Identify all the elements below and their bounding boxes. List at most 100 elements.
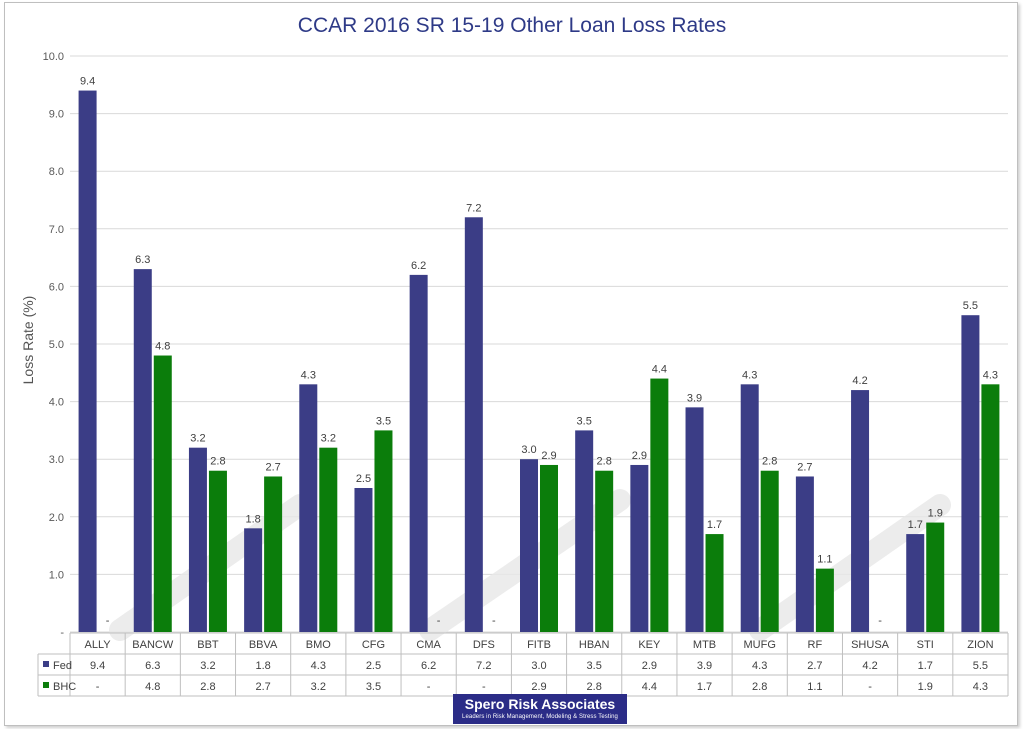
data-label: - [492, 615, 496, 627]
data-label: 3.5 [577, 415, 592, 427]
table-cell: - [868, 681, 872, 693]
y-axis: - 1.0 2.0 3.0 4.0 5.0 6.0 7.0 8.0 9.0 10.0 [43, 51, 65, 639]
table-cell: 1.7 [697, 681, 712, 693]
data-label: 2.9 [632, 450, 647, 462]
data-label: 4.4 [652, 364, 667, 376]
data-label: 4.3 [983, 369, 998, 381]
data-label: 1.7 [707, 519, 722, 531]
category-label-mufg: MUFG [744, 639, 776, 651]
table-cell: 1.8 [255, 660, 270, 672]
table-cell: 2.8 [200, 681, 215, 693]
table-cell: 4.3 [311, 660, 326, 672]
data-label: 2.7 [265, 461, 280, 473]
data-label: 6.2 [411, 260, 426, 272]
bar-bhc-fitb [540, 464, 558, 632]
y-tick-label: 4.0 [49, 397, 64, 409]
table-cell: 4.4 [642, 681, 657, 693]
bar-bhc-rf [815, 568, 834, 632]
data-label: 1.8 [245, 513, 260, 525]
bar-bhc-key [650, 378, 669, 632]
legend-key-fed [43, 661, 49, 667]
category-label-bmo: BMO [306, 639, 332, 651]
table-cell: 4.3 [973, 681, 988, 693]
table-cell: 3.0 [531, 660, 546, 672]
data-label: 2.8 [597, 456, 612, 468]
data-label: 2.8 [762, 456, 777, 468]
data-label: 3.2 [190, 433, 205, 445]
data-label: 1.7 [908, 519, 923, 531]
table-cell: 1.1 [807, 681, 822, 693]
bar-fed-dfs [464, 217, 483, 632]
y-tick-label: 2.0 [49, 512, 64, 524]
table-cell: 3.5 [587, 660, 602, 672]
bar-bhc-bmo [319, 447, 338, 632]
bar-fed-cma [409, 274, 428, 632]
category-label-hban: HBAN [579, 639, 610, 651]
data-label: 4.3 [301, 369, 316, 381]
bars-layer [78, 90, 1000, 632]
spero-logo: Spero Risk Associates Leaders in Risk Ma… [453, 694, 627, 724]
data-label: 1.9 [928, 508, 943, 520]
data-label: 5.5 [963, 300, 978, 312]
table-cell: - [482, 681, 486, 693]
table-cell: 2.9 [642, 660, 657, 672]
table-cell: 2.9 [531, 681, 546, 693]
bar-fed-rf [795, 476, 814, 632]
bar-fed-zion [961, 315, 980, 632]
bar-bhc-cfg [374, 430, 393, 632]
bar-fed-cfg [354, 488, 373, 632]
table-cell: 3.9 [697, 660, 712, 672]
category-label-cfg: CFG [362, 639, 385, 651]
table-cell: 2.7 [255, 681, 270, 693]
data-label: 3.2 [321, 433, 336, 445]
data-labels-layer: 9.4 - 6.3 4.8 3.2 2.8 1.8 2.7 4.3 3.2 2.5 3.5 6.2 - 7.… [80, 76, 998, 627]
table-cell: 2.5 [366, 660, 381, 672]
y-tick-label: 5.0 [49, 339, 64, 351]
table-cell: 7.2 [476, 660, 491, 672]
bar-fed-hban [575, 430, 594, 632]
category-label-dfs: DFS [473, 639, 495, 651]
table-cell: 2.7 [807, 660, 822, 672]
table-cell: - [96, 681, 100, 693]
table-cell: 4.3 [752, 660, 767, 672]
logo-tagline: Leaders in Risk Management, Modeling & S… [462, 714, 618, 720]
data-label: 2.9 [541, 450, 556, 462]
bar-fed-shusa [851, 390, 870, 632]
bar-bhc-sti [926, 522, 945, 632]
bar-bhc-hban [595, 470, 614, 632]
table-cell: 1.9 [918, 681, 933, 693]
table-cell: 4.2 [862, 660, 877, 672]
data-label: - [878, 615, 882, 627]
bar-fed-ally [78, 90, 97, 632]
table-cell: 9.4 [90, 660, 105, 672]
table-cell: 6.2 [421, 660, 436, 672]
data-label: - [437, 615, 441, 627]
data-label: 2.8 [210, 456, 225, 468]
table-cell: 3.2 [200, 660, 215, 672]
category-label-mtb: MTB [693, 639, 716, 651]
data-label: 3.5 [376, 415, 391, 427]
data-label: 2.7 [797, 461, 812, 473]
category-label-fitb: FITB [527, 639, 551, 651]
data-label: 2.5 [356, 473, 371, 485]
bar-fed-bmo [299, 384, 318, 632]
category-label-key: KEY [638, 639, 661, 651]
bar-bhc-bbva [264, 476, 283, 632]
category-label-rf: RF [808, 639, 823, 651]
data-label: 7.2 [466, 202, 481, 214]
y-tick-label: 7.0 [49, 224, 64, 236]
chart-title: CCAR 2016 SR 15-19 Other Loan Loss Rates [297, 14, 727, 37]
legend-label-fed: Fed [53, 660, 72, 672]
data-label: 9.4 [80, 76, 95, 88]
y-tick-label: - [60, 627, 64, 639]
category-label-bancw: BANCW [132, 639, 174, 651]
table-cell: - [427, 681, 431, 693]
legend-label-bhc: BHC [53, 681, 76, 693]
bar-fed-bancw [133, 269, 152, 632]
bar-bhc-bancw [153, 355, 172, 632]
y-tick-label: 8.0 [49, 166, 64, 178]
table-cell: 6.3 [145, 660, 160, 672]
bar-fed-mufg [740, 384, 759, 632]
data-label: 4.8 [155, 341, 170, 353]
